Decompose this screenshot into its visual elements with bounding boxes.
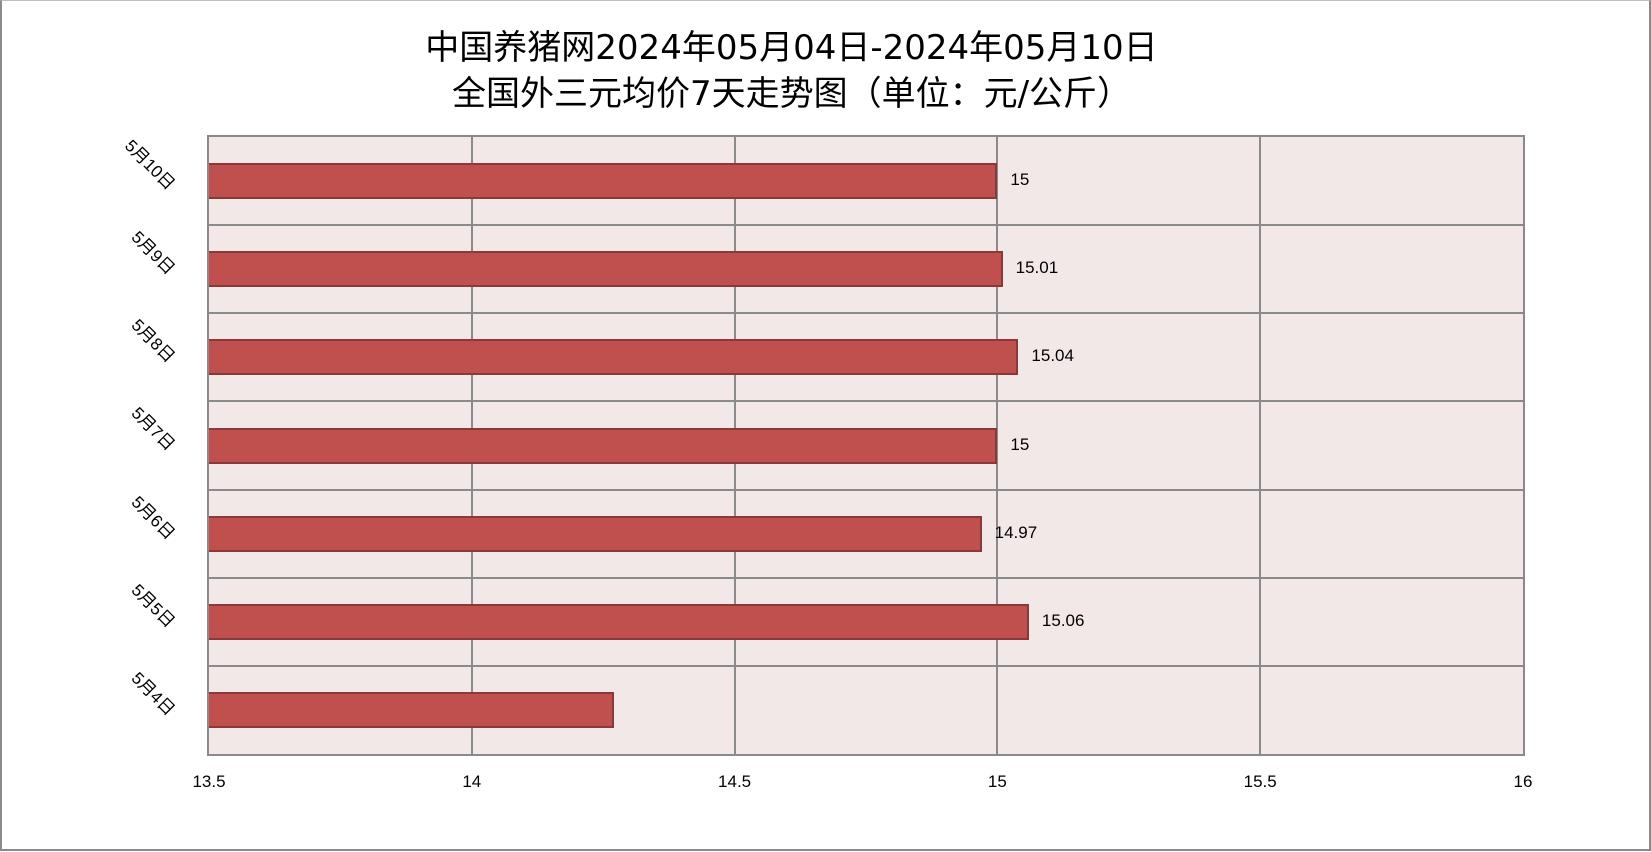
bar xyxy=(209,251,1003,288)
plot-area xyxy=(207,135,1525,756)
data-label: 15.06 xyxy=(1041,610,1085,630)
data-label: 15.04 xyxy=(1031,346,1074,366)
y-gridline xyxy=(209,400,1523,403)
x-tick-label: 16 xyxy=(1513,772,1533,791)
y-gridline xyxy=(209,576,1523,579)
chart-title-line-2: 全国外三元均价7天走势图（单位：元/公斤） xyxy=(451,74,1132,114)
y-gridline xyxy=(209,664,1523,667)
bar xyxy=(209,603,1029,640)
y-gridline xyxy=(209,488,1523,491)
x-gridline xyxy=(1259,137,1262,754)
bar xyxy=(209,515,982,552)
chart-title-line-1: 中国养猪网2024年05月04日-2024年05月10日 xyxy=(425,28,1158,68)
data-label: 15 xyxy=(1010,434,1030,454)
x-tick-label: 15.5 xyxy=(1243,772,1277,791)
x-tick-label: 14.5 xyxy=(718,772,752,791)
y-gridline xyxy=(209,312,1523,315)
data-label: 14.97 xyxy=(994,522,1038,542)
bar xyxy=(209,427,998,464)
bar xyxy=(209,163,998,200)
bar xyxy=(209,691,614,728)
x-tick-label: 14 xyxy=(462,772,482,791)
data-label: 15.01 xyxy=(1015,258,1059,278)
y-gridline xyxy=(209,224,1523,227)
x-tick-label: 15 xyxy=(987,772,1007,791)
data-label: 15 xyxy=(1010,170,1030,190)
x-gridline xyxy=(996,137,999,754)
x-tick-label: 13.5 xyxy=(192,772,226,791)
bar xyxy=(209,339,1019,376)
